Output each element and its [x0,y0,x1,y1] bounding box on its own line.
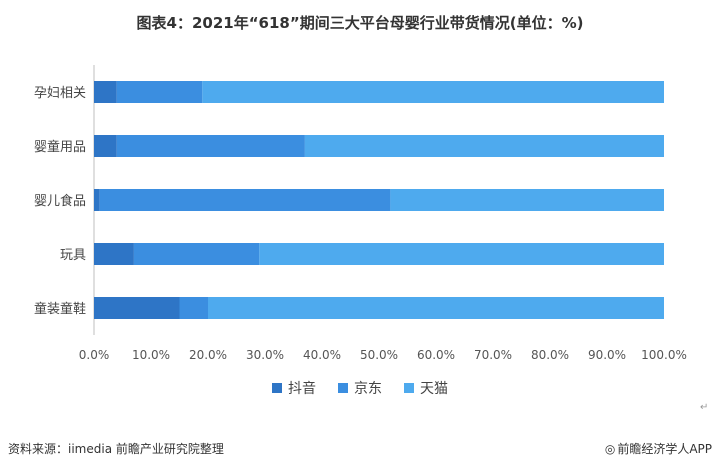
brand-logo-icon: ◎ [604,442,616,456]
bar-segment [94,81,117,103]
bar-segment [94,189,100,211]
x-tick-label: 100.0% [641,348,687,362]
bar-segment [304,135,664,157]
bar-segment [259,243,664,265]
bar-segment [116,81,203,103]
legend-item: 抖音 [272,378,316,398]
x-tick-label: 10.0% [132,348,170,362]
x-tick-label: 20.0% [189,348,227,362]
bar-segment [179,297,208,319]
x-tick-label: 50.0% [360,348,398,362]
bar-segment [202,81,665,103]
x-tick-label: 30.0% [246,348,284,362]
x-tick-label: 90.0% [588,348,626,362]
x-tick-label: 40.0% [303,348,341,362]
legend-label: 京东 [354,381,382,397]
bar-segment [208,297,664,319]
legend: 抖音 京东 天猫 [0,378,720,398]
bar-segment [133,243,260,265]
brand-name: 前瞻经济学人APP [617,442,712,456]
legend-swatch [272,383,282,393]
category-label: 孕妇相关 [34,85,86,101]
return-mark-icon: ↵ [700,402,709,413]
category-label: 童装童鞋 [34,301,86,317]
bar-segment [94,297,180,319]
legend-item: 天猫 [404,378,448,398]
x-tick-label: 60.0% [417,348,455,362]
category-label: 婴儿食品 [34,193,86,209]
legend-swatch [404,383,414,393]
legend-swatch [338,383,348,393]
category-label: 婴童用品 [34,139,86,155]
bar-segment [99,189,391,211]
category-label: 玩具 [60,248,86,263]
bar-segment [390,189,664,211]
x-tick-label: 70.0% [474,348,512,362]
legend-label: 天猫 [420,381,448,397]
brand-credit: ◎ 前瞻经济学人APP [605,440,712,457]
legend-label: 抖音 [288,381,316,397]
chart-title: 图表4：2021年“618”期间三大平台母婴行业带货情况(单位：%) [136,14,584,32]
x-tick-label: 80.0% [531,348,569,362]
legend-item: 京东 [338,378,382,398]
x-tick-label: 0.0% [79,348,110,362]
bar-segment [94,135,117,157]
bar-segment [116,135,305,157]
source-note: 资料来源：iimedia 前瞻产业研究院整理 [8,442,224,456]
bar-segment [94,243,134,265]
